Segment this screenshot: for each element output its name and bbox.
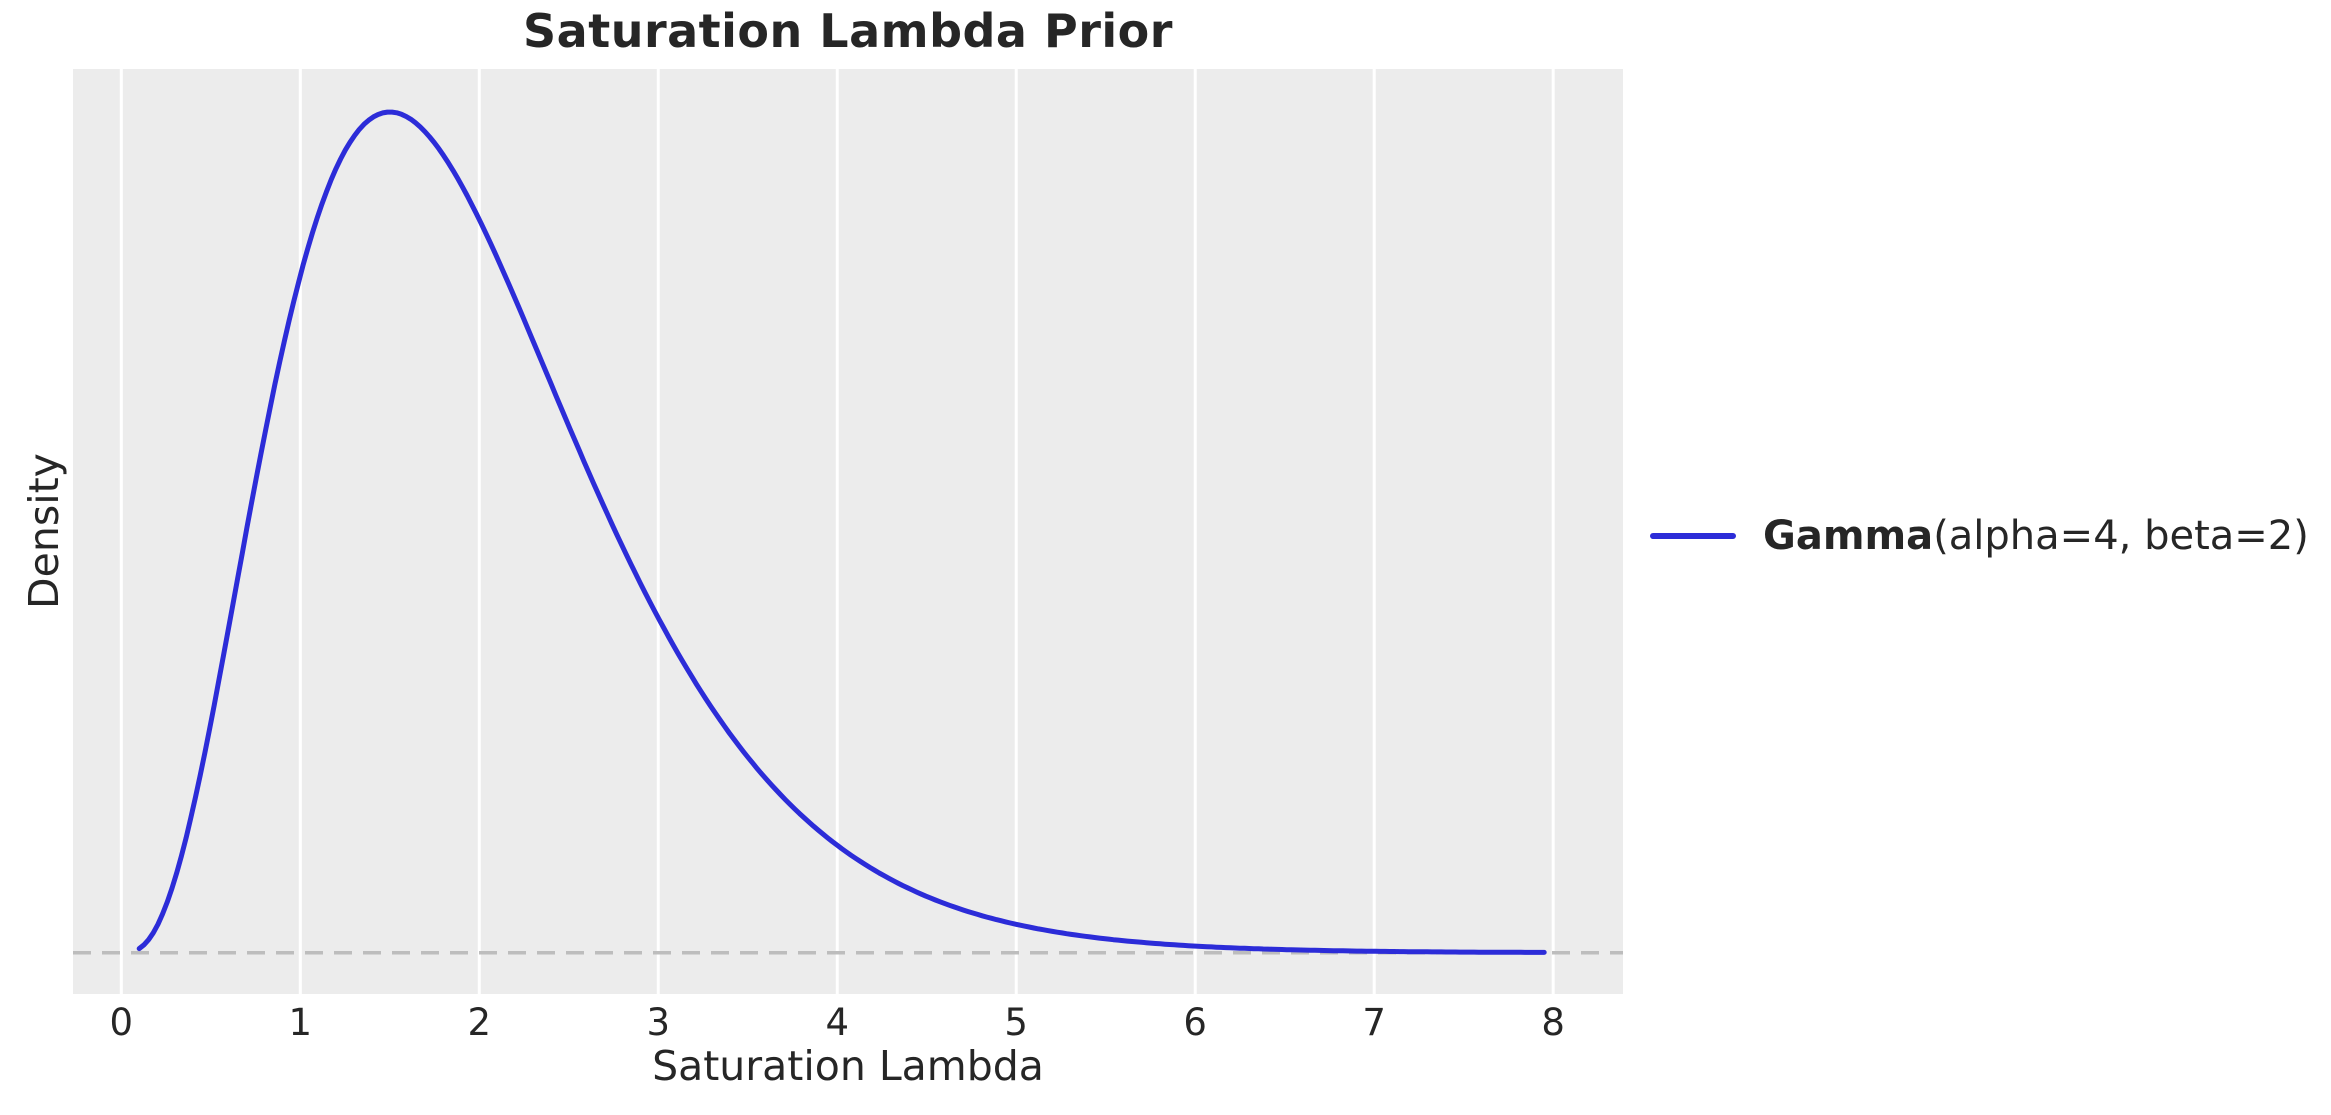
y-axis-label: Density (20, 453, 68, 609)
legend-label-params: (alpha=4, beta=2) (1933, 513, 2309, 559)
x-tick-label-8: 8 (1541, 1001, 1565, 1044)
legend-label: Gamma(alpha=4, beta=2) (1763, 513, 2309, 559)
legend-label-distribution: Gamma (1763, 513, 1934, 559)
legend-line-swatch (1650, 533, 1736, 539)
x-tick-label-4: 4 (825, 1001, 850, 1044)
x-tick-label-1: 1 (288, 1001, 313, 1044)
x-tick-label-6: 6 (1183, 1001, 1207, 1044)
legend: Gamma(alpha=4, beta=2) (1650, 513, 2309, 559)
x-tick-label-2: 2 (467, 1001, 492, 1044)
x-tick-label-5: 5 (1004, 1001, 1028, 1044)
chart-title: Saturation Lambda Prior (523, 4, 1173, 58)
x-axis-label: Saturation Lambda (652, 1042, 1044, 1090)
density-curve (136, 109, 1547, 955)
x-tick-label-0: 0 (109, 1001, 134, 1044)
x-tick-label-7: 7 (1362, 1001, 1386, 1044)
x-tick-label-3: 3 (646, 1001, 671, 1044)
plot-panel (73, 69, 1623, 994)
